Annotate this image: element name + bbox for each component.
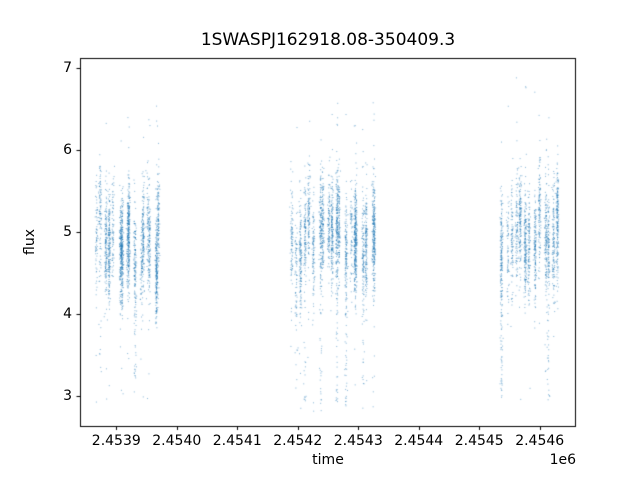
x-tick-label: 2.4546	[515, 433, 565, 449]
x-tick-label: 2.4543	[333, 433, 383, 449]
x-axis-offset-label: 1e6	[549, 452, 576, 468]
x-tick-label: 2.4545	[454, 433, 504, 449]
x-tick-label: 2.4542	[273, 433, 323, 449]
y-tick-label: 6	[63, 141, 72, 158]
y-tick-label: 5	[63, 223, 72, 240]
y-tick-label: 7	[63, 59, 72, 76]
x-tick-label: 2.4541	[212, 433, 262, 449]
y-tick-label: 3	[63, 387, 72, 404]
x-tick-label: 2.4539	[91, 433, 141, 449]
x-tick-label: 2.4544	[394, 433, 444, 449]
y-axis-label: flux	[22, 229, 38, 255]
x-axis-label: time	[312, 452, 344, 468]
x-tick-label: 2.4540	[152, 433, 202, 449]
y-tick-label: 4	[63, 305, 72, 322]
